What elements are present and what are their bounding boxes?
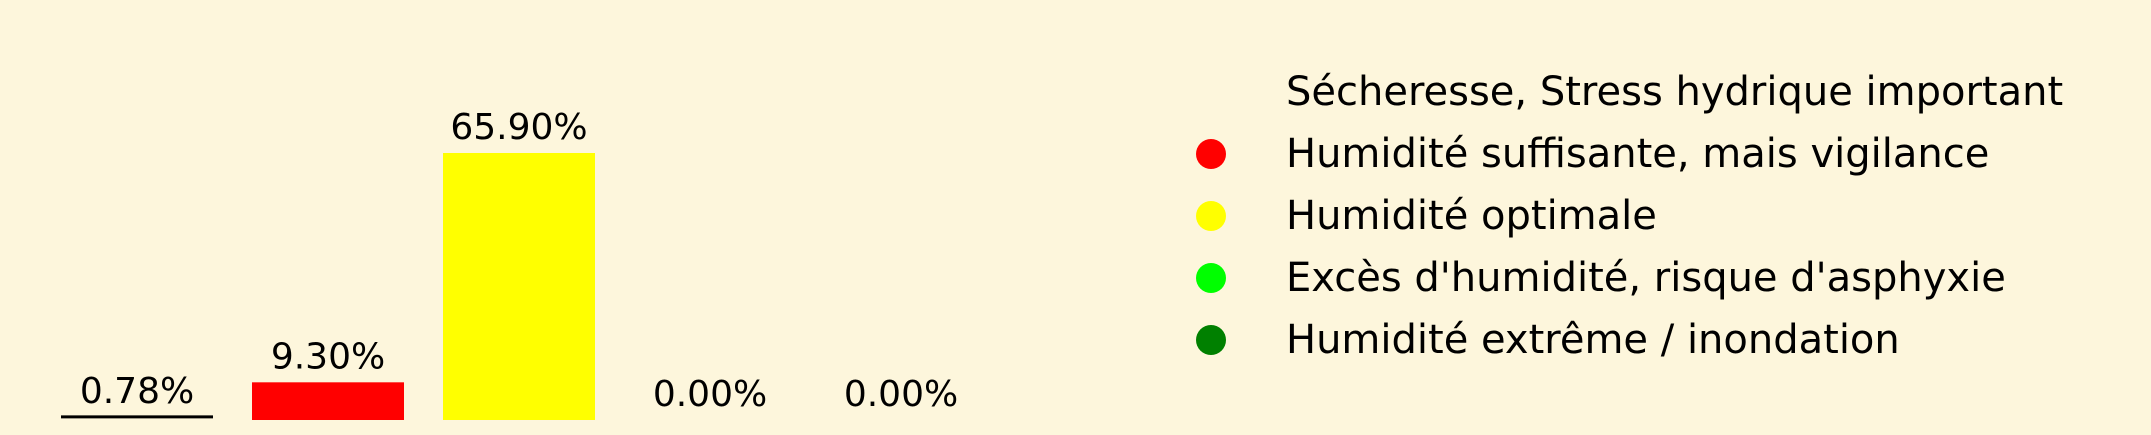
bar-value-label-1: 0.78% — [80, 371, 194, 412]
legend-label-1: Sécheresse, Stress hydrique important — [1286, 69, 2063, 115]
legend-label-5: Humidité extrême / inondation — [1286, 317, 1900, 363]
legend-marker-3 — [1196, 201, 1226, 231]
bar-value-label-3: 65.90% — [450, 107, 587, 148]
legend-marker-2 — [1196, 139, 1226, 169]
bars-layer: 0.78% 9.30% 65.90% 0.00% 0.00% — [61, 107, 958, 420]
legend-label-2: Humidité suffisante, mais vigilance — [1286, 131, 1989, 177]
legend-marker-1 — [1196, 77, 1226, 107]
bar-value-label-2: 9.30% — [271, 336, 385, 377]
bar-2 — [252, 382, 404, 420]
legend-marker-5 — [1196, 325, 1226, 355]
bar-1 — [61, 416, 213, 420]
bar-value-label-5: 0.00% — [844, 374, 958, 415]
legend-label-3: Humidité optimale — [1286, 193, 1657, 239]
bar-value-label-4: 0.00% — [653, 374, 767, 415]
legend-label-4: Excès d'humidité, risque d'asphyxie — [1286, 255, 2006, 301]
legend-marker-4 — [1196, 263, 1226, 293]
chart-legend: Sécheresse, Stress hydrique important Hum… — [1196, 69, 2063, 363]
bar-3 — [443, 153, 595, 420]
